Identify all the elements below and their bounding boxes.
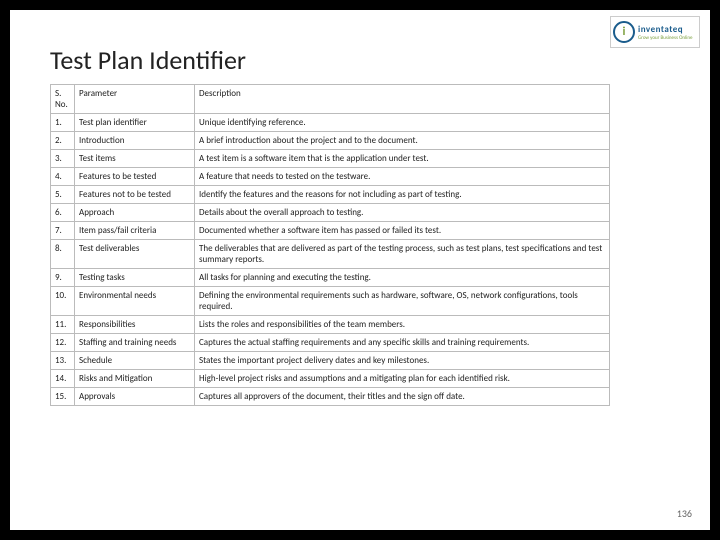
logo-icon: i — [613, 21, 635, 43]
cell-parameter: Testing tasks — [75, 269, 195, 287]
cell-description: Details about the overall approach to te… — [195, 204, 610, 222]
table-row: 10.Environmental needsDefining the envir… — [51, 287, 610, 316]
cell-parameter: Schedule — [75, 352, 195, 370]
cell-sno: 2. — [51, 132, 75, 150]
cell-parameter: Risks and Mitigation — [75, 370, 195, 388]
cell-description: A feature that needs to tested on the te… — [195, 168, 610, 186]
cell-parameter: Responsibilities — [75, 316, 195, 334]
cell-description: States the important project delivery da… — [195, 352, 610, 370]
cell-sno: 10. — [51, 287, 75, 316]
cell-sno: 5. — [51, 186, 75, 204]
table-row: 6.ApproachDetails about the overall appr… — [51, 204, 610, 222]
cell-parameter: Test deliverables — [75, 240, 195, 269]
cell-sno: 12. — [51, 334, 75, 352]
col-sno: S. No. — [51, 85, 75, 114]
cell-description: All tasks for planning and executing the… — [195, 269, 610, 287]
slide: i inventateq Grow your Business Online T… — [10, 10, 710, 530]
col-parameter: Parameter — [75, 85, 195, 114]
col-description: Description — [195, 85, 610, 114]
cell-description: A brief introduction about the project a… — [195, 132, 610, 150]
cell-description: A test item is a software item that is t… — [195, 150, 610, 168]
cell-parameter: Item pass/fail criteria — [75, 222, 195, 240]
parameters-table: S. No. Parameter Description 1.Test plan… — [50, 84, 610, 406]
page-title: Test Plan Identifier — [50, 44, 670, 76]
table-row: 3.Test itemsA test item is a software it… — [51, 150, 610, 168]
cell-parameter: Introduction — [75, 132, 195, 150]
table-header-row: S. No. Parameter Description — [51, 85, 610, 114]
cell-description: Lists the roles and responsibilities of … — [195, 316, 610, 334]
cell-description: High-level project risks and assumptions… — [195, 370, 610, 388]
cell-description: Unique identifying reference. — [195, 114, 610, 132]
cell-sno: 4. — [51, 168, 75, 186]
cell-description: Identify the features and the reasons fo… — [195, 186, 610, 204]
table-row: 4.Features to be testedA feature that ne… — [51, 168, 610, 186]
table-row: 9.Testing tasksAll tasks for planning an… — [51, 269, 610, 287]
table-row: 13.ScheduleStates the important project … — [51, 352, 610, 370]
table-row: 8.Test deliverablesThe deliverables that… — [51, 240, 610, 269]
cell-parameter: Approvals — [75, 388, 195, 406]
cell-parameter: Approach — [75, 204, 195, 222]
logo-brand: inventateq — [638, 24, 683, 35]
cell-sno: 11. — [51, 316, 75, 334]
cell-sno: 3. — [51, 150, 75, 168]
cell-description: The deliverables that are delivered as p… — [195, 240, 610, 269]
cell-description: Captures all approvers of the document, … — [195, 388, 610, 406]
table-row: 5.Features not to be testedIdentify the … — [51, 186, 610, 204]
cell-description: Documented whether a software item has p… — [195, 222, 610, 240]
cell-parameter: Test plan identifier — [75, 114, 195, 132]
page-number: 136 — [677, 507, 692, 520]
cell-parameter: Features to be tested — [75, 168, 195, 186]
cell-sno: 7. — [51, 222, 75, 240]
cell-sno: 8. — [51, 240, 75, 269]
table-row: 11.ResponsibilitiesLists the roles and r… — [51, 316, 610, 334]
table-row: 1.Test plan identifierUnique identifying… — [51, 114, 610, 132]
cell-description: Captures the actual staffing requirement… — [195, 334, 610, 352]
brand-logo: i inventateq Grow your Business Online — [610, 16, 700, 48]
table-row: 12.Staffing and training needsCaptures t… — [51, 334, 610, 352]
table-row: 14.Risks and MitigationHigh-level projec… — [51, 370, 610, 388]
table-row: 7.Item pass/fail criteriaDocumented whet… — [51, 222, 610, 240]
cell-sno: 15. — [51, 388, 75, 406]
cell-parameter: Features not to be tested — [75, 186, 195, 204]
cell-parameter: Test items — [75, 150, 195, 168]
cell-sno: 1. — [51, 114, 75, 132]
table-row: 15.ApprovalsCaptures all approvers of th… — [51, 388, 610, 406]
cell-description: Defining the environmental requirements … — [195, 287, 610, 316]
logo-tagline: Grow your Business Online — [638, 35, 692, 41]
cell-sno: 6. — [51, 204, 75, 222]
cell-sno: 13. — [51, 352, 75, 370]
cell-sno: 14. — [51, 370, 75, 388]
table-row: 2.IntroductionA brief introduction about… — [51, 132, 610, 150]
cell-sno: 9. — [51, 269, 75, 287]
cell-parameter: Staffing and training needs — [75, 334, 195, 352]
cell-parameter: Environmental needs — [75, 287, 195, 316]
